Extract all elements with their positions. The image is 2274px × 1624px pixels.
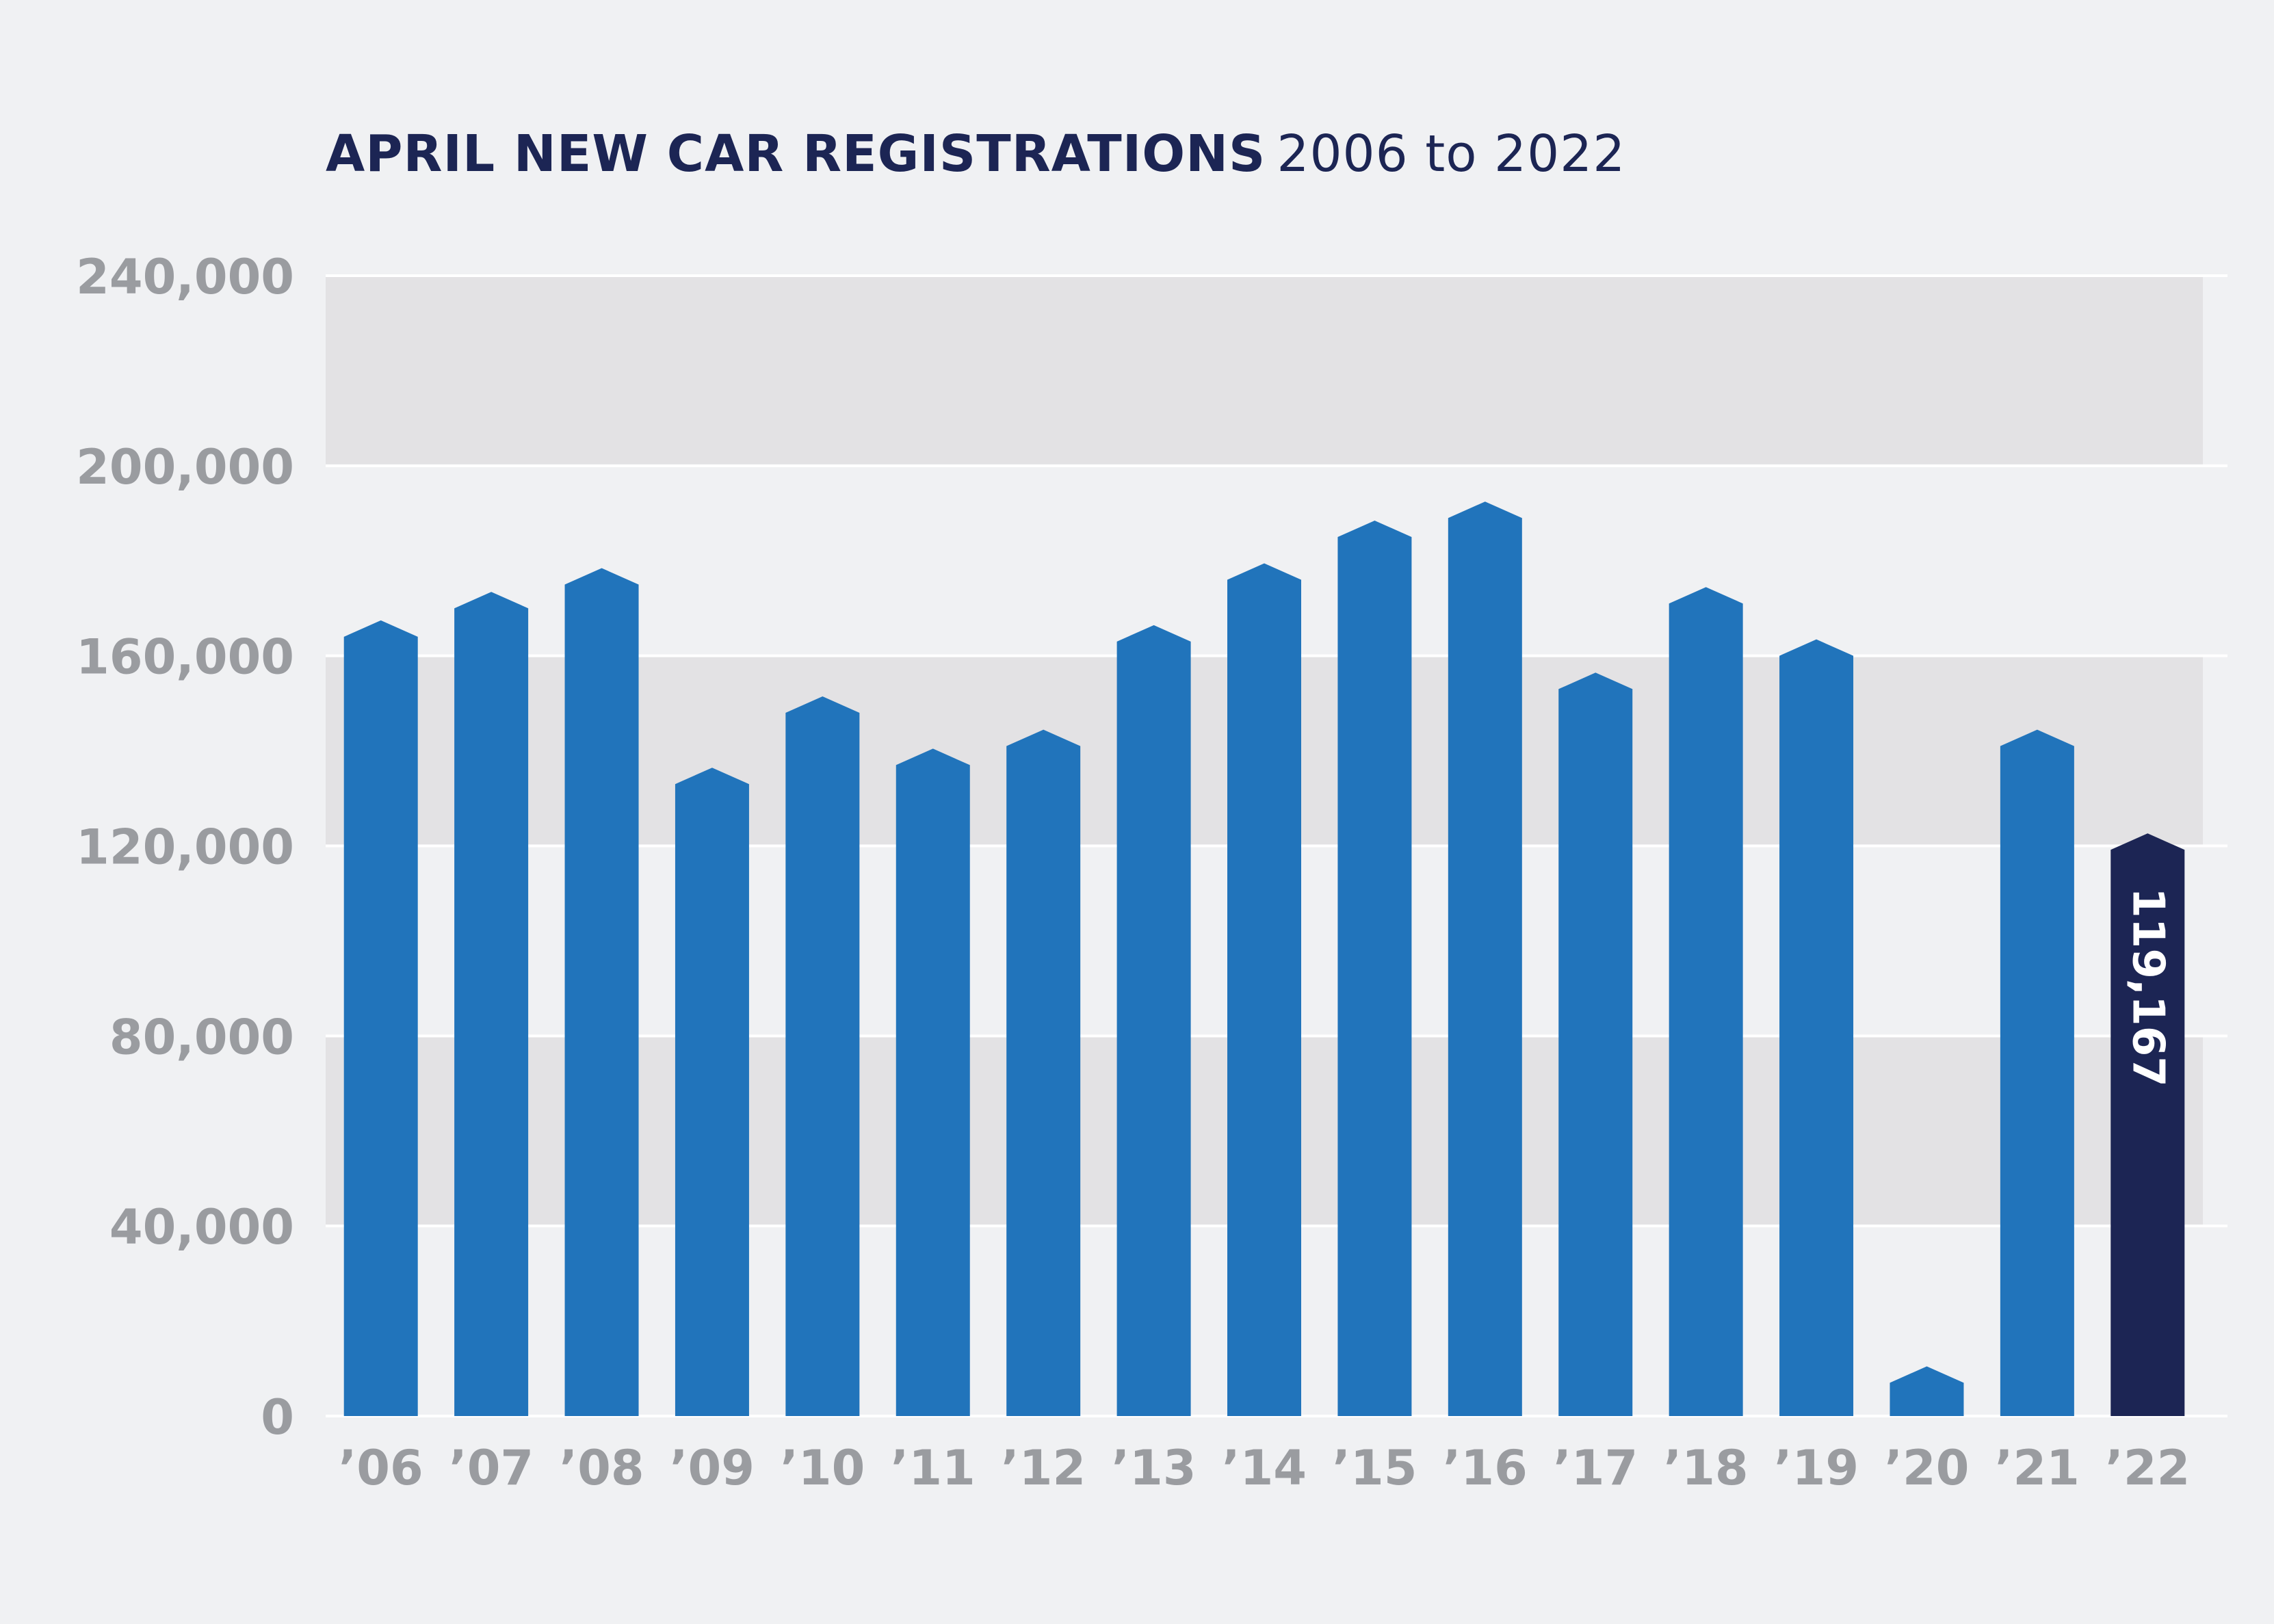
x-tick-label: ’18 [1664, 1440, 1749, 1496]
y-tick-label: 200,000 [76, 439, 294, 495]
bar [896, 748, 970, 1416]
y-tick-label: 0 [261, 1389, 294, 1445]
x-tick-label: ’17 [1553, 1440, 1638, 1496]
x-tick-label: ’16 [1443, 1440, 1528, 1496]
bar [564, 568, 639, 1416]
bar [2000, 729, 2074, 1416]
y-tick-label: 120,000 [76, 820, 294, 876]
x-tick-label: ’22 [2105, 1440, 2190, 1496]
x-tick-label: ’06 [339, 1440, 423, 1496]
bar [1116, 625, 1191, 1417]
x-tick-label: ’13 [1112, 1440, 1197, 1496]
bar [1890, 1366, 1964, 1416]
y-tick-label: 40,000 [109, 1199, 294, 1255]
grid-band [326, 276, 2203, 466]
bar [1558, 672, 1633, 1416]
bar-highlight [2110, 833, 2185, 1416]
x-tick-label: ’10 [780, 1440, 865, 1496]
x-tick-label: ’19 [1774, 1440, 1859, 1496]
chart-subtitle: 2006 to 2022 [1277, 125, 1626, 183]
bar [1448, 501, 1522, 1416]
bar [675, 768, 749, 1416]
bar [343, 620, 418, 1417]
x-tick-label: ’20 [1884, 1440, 1969, 1496]
bar [1669, 587, 1743, 1417]
data-label: 119,167 [2122, 887, 2173, 1087]
y-tick-label: 160,000 [76, 629, 294, 685]
x-tick-label: ’12 [1001, 1440, 1086, 1496]
y-tick-label: 240,000 [76, 249, 294, 305]
bar [454, 592, 529, 1417]
bar [1779, 639, 1854, 1416]
x-tick-label: ’11 [891, 1440, 976, 1496]
bar [1006, 729, 1081, 1416]
x-tick-label: ’15 [1332, 1440, 1417, 1496]
bar [1337, 521, 1412, 1417]
x-tick-label: ’07 [449, 1440, 534, 1496]
bar [785, 696, 860, 1417]
x-tick-label: ’14 [1222, 1440, 1307, 1496]
y-tick-label: 80,000 [109, 1009, 294, 1065]
chart-title: APRIL NEW CAR REGISTRATIONS 2006 to 2022 [326, 125, 1625, 183]
x-tick-label: ’08 [560, 1440, 644, 1496]
bar [1227, 563, 1301, 1416]
x-tick-label: ’09 [670, 1440, 755, 1496]
chart-title-main: APRIL NEW CAR REGISTRATIONS [326, 125, 1266, 183]
x-tick-label: ’21 [1995, 1440, 2080, 1496]
